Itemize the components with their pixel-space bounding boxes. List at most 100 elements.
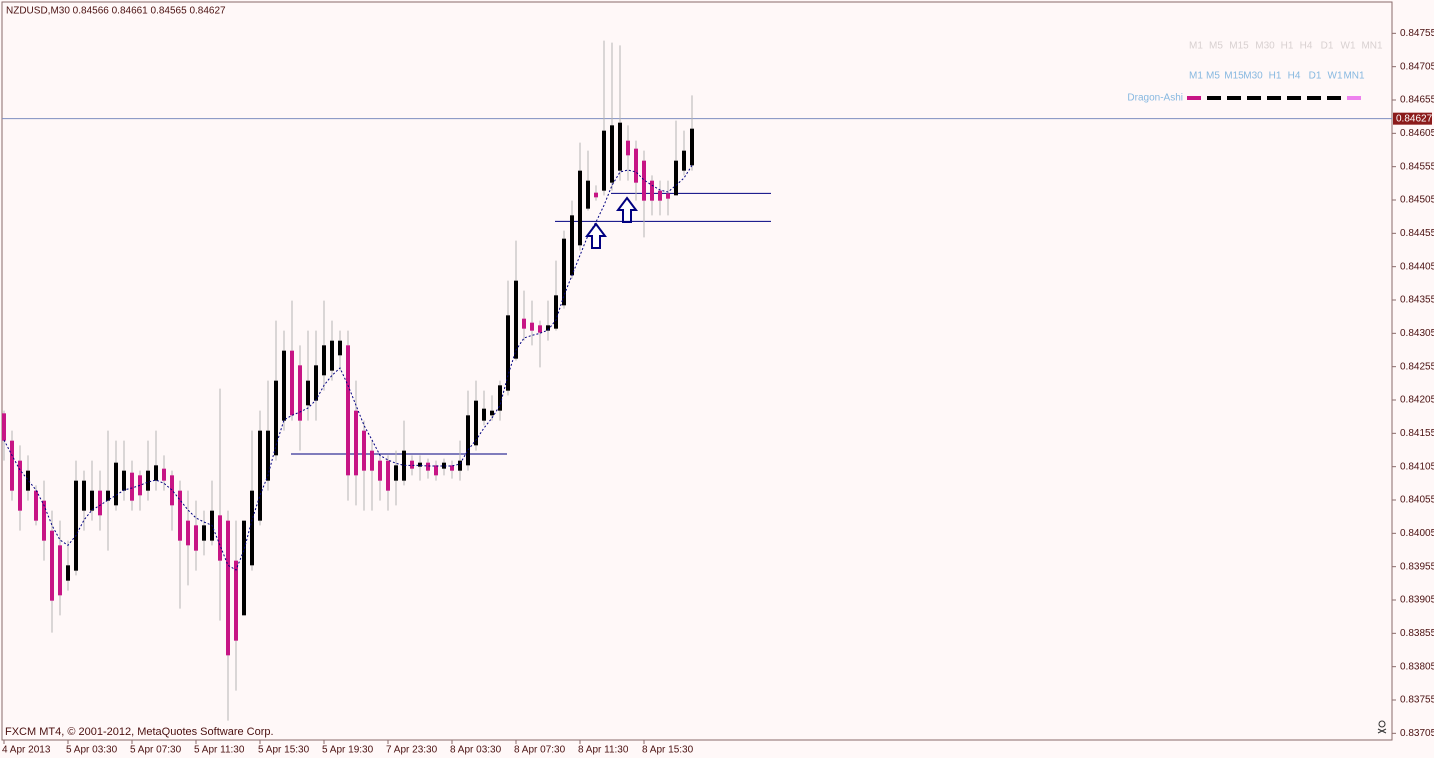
- timeframe-state: [1287, 96, 1301, 100]
- candle-body: [690, 128, 694, 166]
- x-tick-label: 5 Apr 15:30: [258, 745, 310, 756]
- timeframe-state: [1187, 96, 1201, 100]
- timeframe-label: D1: [1321, 41, 1334, 52]
- candle-body: [58, 545, 62, 596]
- timeframe-label: H4: [1300, 41, 1313, 52]
- x-tick-label: 8 Apr 15:30: [642, 745, 694, 756]
- timeframe-label: H1: [1281, 41, 1294, 52]
- candle-body: [82, 480, 86, 511]
- chart-title: NZDUSD,M30 0.84566 0.84661 0.84565 0.846…: [6, 6, 226, 17]
- candle-body: [482, 408, 486, 421]
- candle-body: [506, 315, 510, 391]
- y-tick-label: 0.84155: [1400, 428, 1434, 439]
- timeframe-label: H1: [1269, 71, 1282, 82]
- candle-body: [658, 190, 662, 201]
- candle-body: [298, 365, 302, 421]
- timeframe-label: D1: [1309, 71, 1322, 82]
- candle-body: [586, 180, 590, 209]
- candle-body: [634, 148, 638, 183]
- y-tick-label: 0.84705: [1400, 61, 1434, 72]
- y-tick-label: 0.83755: [1400, 695, 1434, 706]
- x-tick-label: 4 Apr 2013: [2, 745, 51, 756]
- candle-body: [490, 410, 494, 416]
- y-tick-label: 0.84305: [1400, 328, 1434, 339]
- candle-body: [426, 462, 430, 471]
- candle-body: [26, 470, 30, 491]
- candle-body: [202, 525, 206, 541]
- x-tick-label: 8 Apr 03:30: [450, 745, 502, 756]
- y-tick-label: 0.84655: [1400, 95, 1434, 106]
- icon-part: [1378, 720, 1386, 728]
- candle-body: [386, 460, 390, 491]
- indicator-name: Dragon-Ashi: [1127, 93, 1183, 104]
- current-price-label: 0.84627: [1396, 113, 1433, 124]
- timeframe-label: MN1: [1343, 71, 1365, 82]
- y-tick-label: 0.84405: [1400, 261, 1434, 272]
- timeframe-label: W1: [1341, 41, 1356, 52]
- timeframe-label: MN1: [1361, 41, 1383, 52]
- y-tick-label: 0.83855: [1400, 628, 1434, 639]
- candle-body: [114, 462, 118, 506]
- candle-body: [10, 440, 14, 491]
- candle-body: [122, 470, 126, 491]
- candle-body: [562, 238, 566, 306]
- candle-body: [178, 490, 182, 541]
- candle-body: [314, 365, 318, 401]
- ma-line: [3, 165, 693, 571]
- candle-body: [338, 340, 342, 356]
- timeframe-state: [1227, 96, 1241, 100]
- candle-body: [90, 490, 94, 511]
- candle-body: [466, 415, 470, 466]
- candle-body: [98, 490, 102, 516]
- x-tick-label: 8 Apr 07:30: [514, 745, 566, 756]
- candle-body: [474, 400, 478, 446]
- timeframe-label: W1: [1328, 71, 1343, 82]
- candle-body: [546, 325, 550, 331]
- timeframe-label: M5: [1209, 41, 1223, 52]
- candle-body: [450, 465, 454, 471]
- up-arrow: [585, 222, 607, 249]
- x-tick-label: 5 Apr 07:30: [130, 745, 182, 756]
- y-tick-label: 0.84005: [1400, 528, 1434, 539]
- candle-body: [674, 160, 678, 196]
- y-tick-label: 0.83905: [1400, 595, 1434, 606]
- timeframe-state: [1347, 96, 1361, 100]
- timeframe-state: [1247, 96, 1261, 100]
- candle-body: [442, 462, 446, 469]
- candle-body: [138, 475, 142, 496]
- signal-arrows: [585, 196, 638, 249]
- candle-body: [458, 460, 462, 471]
- candle-body: [394, 465, 398, 481]
- candle-body: [250, 490, 254, 566]
- timeframe-state: [1207, 96, 1221, 100]
- timeframe-state: [1307, 96, 1321, 100]
- candle-body: [2, 413, 6, 441]
- candle-body: [266, 430, 270, 481]
- candle-body: [306, 380, 310, 406]
- candle-body: [410, 460, 414, 469]
- candle-body: [642, 160, 646, 201]
- timeframe-label: M30: [1255, 41, 1275, 52]
- candle-body: [234, 560, 238, 641]
- candle-body: [242, 520, 246, 616]
- x-tick-label: 5 Apr 19:30: [322, 745, 374, 756]
- candle-body: [370, 450, 374, 471]
- candle-body: [34, 490, 38, 521]
- x-tick-label: 8 Apr 11:30: [578, 745, 629, 756]
- candle-body: [650, 180, 654, 201]
- candle-body: [18, 460, 22, 511]
- candle-body: [274, 380, 278, 456]
- y-tick-label: 0.83805: [1400, 661, 1434, 672]
- candle-body: [346, 345, 350, 476]
- candle-body: [554, 295, 558, 329]
- x-tick-label: 7 Apr 23:30: [386, 745, 438, 756]
- candle-body: [618, 122, 622, 171]
- candle-body: [74, 480, 78, 571]
- y-tick-label: 0.84205: [1400, 395, 1434, 406]
- candle-body: [418, 462, 422, 467]
- plot-frame: [1, 1, 1393, 741]
- timeframe-label: M1: [1189, 41, 1203, 52]
- y-tick-label: 0.84455: [1400, 228, 1434, 239]
- candle-body: [170, 475, 174, 506]
